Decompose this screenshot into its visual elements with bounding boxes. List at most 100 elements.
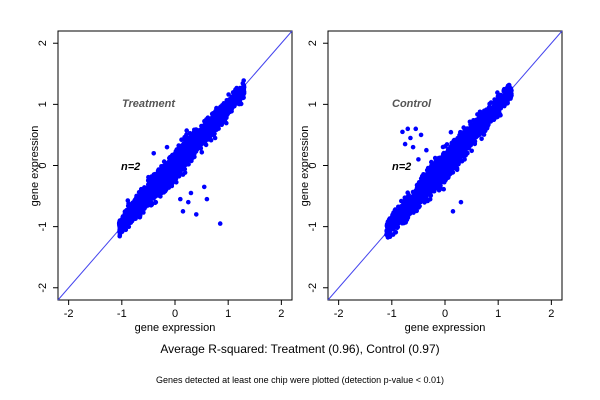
control-data-point [448,129,454,135]
treatment-data-point [126,224,132,229]
treatment-data-point [163,165,168,170]
treatment-data-point [183,141,188,147]
treatment-data-point [226,92,231,97]
control-data-point [467,119,473,125]
control-data-point [472,141,478,147]
treatment-data-point [141,210,146,215]
control-data-point [461,125,467,130]
treatment-data-point [177,156,182,162]
treatment-data-point [162,187,167,192]
treatment-data-point [164,177,169,182]
treatment-data-point [225,104,231,109]
treatment-data-point [184,148,190,153]
treatment-data-point [188,135,193,140]
treatment-data-point [118,225,124,230]
treatment-data-point [177,171,182,176]
treatment-data-point [212,135,218,141]
treatment-x-tick-label: 2 [278,308,284,320]
treatment-n-label: n=2 [121,161,140,173]
treatment-y-tick-label: -2 [37,283,49,293]
treatment-data-point [133,209,138,215]
treatment-data-point [176,143,181,148]
treatment-data-point [130,200,135,206]
treatment-data-point [233,87,238,92]
treatment-data-point [149,191,155,196]
treatment-data-point [197,138,203,144]
control-data-point [479,136,484,142]
treatment-data-point [198,134,204,139]
treatment-data-point [198,146,204,151]
control-data-point [441,186,447,192]
treatment-data-point [130,205,136,211]
treatment-data-point [153,175,158,180]
treatment-data-point [179,137,184,142]
control-data-point [469,148,475,154]
treatment-data-point [206,128,212,133]
treatment-data-point [240,92,245,98]
treatment-data-point [210,126,215,131]
treatment-data-point [229,107,234,112]
treatment-data-point [218,115,223,120]
treatment-data-point [170,173,175,179]
treatment-data-point [143,194,149,199]
treatment-x-tick-label: -2 [64,308,74,320]
control-data-point [429,159,434,165]
treatment-data-point [203,122,208,128]
treatment-outlier-point [188,190,194,196]
treatment-data-point [139,206,145,211]
treatment-data-point [149,201,155,207]
treatment-outlier-point [185,199,191,205]
control-data-point [466,127,471,132]
control-data-point [416,181,422,186]
treatment-data-point [158,191,164,196]
control-data-point [444,142,450,147]
treatment-data-point [138,200,143,206]
treatment-y-tick-label: 2 [37,40,49,46]
treatment-data-point [209,121,215,126]
treatment-outlier-point [201,184,207,190]
treatment-x-tick-label: 1 [225,308,231,320]
treatment-outlier-point [217,221,223,226]
treatment-x-axis-title: gene expression [135,322,216,334]
treatment-data-point [161,169,167,174]
treatment-data-point [184,128,189,133]
control-points-layer [384,82,514,240]
treatment-data-point [177,152,182,158]
treatment-data-point [172,153,178,158]
treatment-data-point [170,160,176,165]
treatment-data-point [174,180,179,185]
treatment-data-point [173,149,179,154]
treatment-data-point [135,197,140,202]
treatment-data-point [142,185,147,190]
treatment-panel-label: Treatment [122,98,176,110]
treatment-outlier-point [180,209,186,214]
control-data-point [405,190,411,195]
treatment-data-point [210,111,216,116]
treatment-data-point [213,125,219,131]
treatment-outlier-point [204,196,210,202]
treatment-data-point [125,210,131,215]
treatment-data-point [192,127,197,133]
treatment-x-tick-label: -1 [117,308,127,320]
treatment-data-point [195,128,201,133]
treatment-outlier-point [178,196,183,202]
treatment-outlier-point [193,212,199,217]
treatment-data-point [241,88,247,93]
treatment-points-layer [116,78,247,239]
treatment-data-point [182,170,188,175]
treatment-data-point [240,81,246,86]
treatment-data-point [153,199,159,205]
treatment-data-point [219,110,224,115]
treatment-data-point [154,189,159,194]
treatment-data-point [155,179,161,185]
treatment-data-point [148,180,153,186]
control-data-point [492,97,497,102]
treatment-data-point [155,170,161,176]
treatment-data-point [199,150,205,155]
control-data-point [495,90,500,95]
treatment-data-point [152,184,157,190]
treatment-data-point [190,139,196,145]
